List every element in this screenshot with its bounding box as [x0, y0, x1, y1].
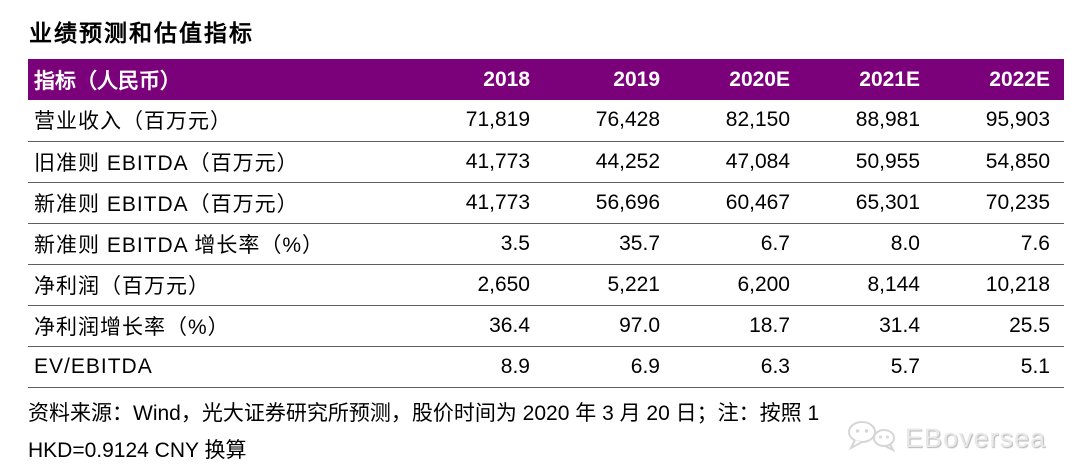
value-cell: 82,150 — [674, 100, 804, 142]
value-cell: 8,144 — [804, 264, 934, 306]
metric-label-cell: 营业收入（百万元） — [28, 100, 414, 142]
header-col-2021e: 2021E — [804, 59, 934, 100]
value-cell: 2,650 — [414, 264, 544, 306]
value-cell: 65,301 — [804, 182, 934, 224]
value-cell: 6.3 — [674, 346, 804, 388]
page-title: 业绩预测和估值指标 — [29, 20, 254, 46]
value-cell: 8.0 — [804, 223, 934, 265]
table-row-net-profit: 净利润（百万元） 2,650 5,221 6,200 8,144 10,218 — [28, 264, 1064, 306]
value-cell: 35.7 — [544, 223, 674, 265]
value-cell: 88,981 — [804, 100, 934, 142]
value-cell: 3.5 — [414, 223, 544, 265]
metric-label-cell: EV/EBITDA — [28, 346, 414, 388]
table-row-old-ebitda: 旧准则 EBITDA（百万元） 41,773 44,252 47,084 50,… — [28, 141, 1064, 183]
value-cell: 5.7 — [804, 346, 934, 388]
value-cell: 44,252 — [544, 141, 674, 183]
header-col-2022e: 2022E — [934, 59, 1064, 100]
table-header-row: 指标（人民币） 2018 2019 2020E 2021E 2022E — [28, 59, 1064, 100]
table-row-ev-ebitda: EV/EBITDA 8.9 6.9 6.3 5.7 5.1 — [28, 346, 1064, 388]
source-note-line2: HKD=0.9124 CNY 换算 — [28, 438, 247, 462]
metric-label-cell: 净利润（百万元） — [28, 264, 414, 306]
metric-label-cell: 净利润增长率（%） — [28, 305, 414, 347]
value-cell: 5,221 — [544, 264, 674, 306]
metric-label-cell: 新准则 EBITDA 增长率（%） — [28, 223, 414, 265]
value-cell: 6,200 — [674, 264, 804, 306]
header-col-2019: 2019 — [544, 59, 674, 100]
value-cell: 54,850 — [934, 141, 1064, 183]
value-cell: 8.9 — [414, 346, 544, 388]
header-metric-label: 指标（人民币） — [28, 59, 414, 100]
value-cell: 97.0 — [544, 305, 674, 347]
value-cell: 25.5 — [934, 305, 1064, 347]
metric-label-cell: 新准则 EBITDA（百万元） — [28, 182, 414, 224]
value-cell: 7.6 — [934, 223, 1064, 265]
value-cell: 76,428 — [544, 100, 674, 142]
value-cell: 70,235 — [934, 182, 1064, 224]
table-row-new-ebitda: 新准则 EBITDA（百万元） 41,773 56,696 60,467 65,… — [28, 182, 1064, 224]
value-cell: 71,819 — [414, 100, 544, 142]
value-cell: 6.7 — [674, 223, 804, 265]
value-cell: 18.7 — [674, 305, 804, 347]
metrics-table: 指标（人民币） 2018 2019 2020E 2021E 2022E 营业收入… — [28, 59, 1064, 388]
value-cell: 5.1 — [934, 346, 1064, 388]
value-cell: 95,903 — [934, 100, 1064, 142]
value-cell: 10,218 — [934, 264, 1064, 306]
table-row-net-profit-growth: 净利润增长率（%） 36.4 97.0 18.7 31.4 25.5 — [28, 305, 1064, 347]
value-cell: 41,773 — [414, 141, 544, 183]
value-cell: 41,773 — [414, 182, 544, 224]
value-cell: 31.4 — [804, 305, 934, 347]
table-row-new-ebitda-growth: 新准则 EBITDA 增长率（%） 3.5 35.7 6.7 8.0 7.6 — [28, 223, 1064, 265]
value-cell: 6.9 — [544, 346, 674, 388]
header-col-2018: 2018 — [414, 59, 544, 100]
value-cell: 47,084 — [674, 141, 804, 183]
value-cell: 50,955 — [804, 141, 934, 183]
value-cell: 56,696 — [544, 182, 674, 224]
header-col-2020e: 2020E — [674, 59, 804, 100]
value-cell: 36.4 — [414, 305, 544, 347]
source-note-line1: 资料来源：Wind，光大证券研究所预测，股价时间为 2020 年 3 月 20 … — [28, 401, 820, 425]
table-row-revenue: 营业收入（百万元） 71,819 76,428 82,150 88,981 95… — [28, 100, 1064, 142]
value-cell: 60,467 — [674, 182, 804, 224]
source-note: 资料来源：Wind，光大证券研究所预测，股价时间为 2020 年 3 月 20 … — [28, 395, 1064, 469]
metric-label-cell: 旧准则 EBITDA（百万元） — [28, 141, 414, 183]
